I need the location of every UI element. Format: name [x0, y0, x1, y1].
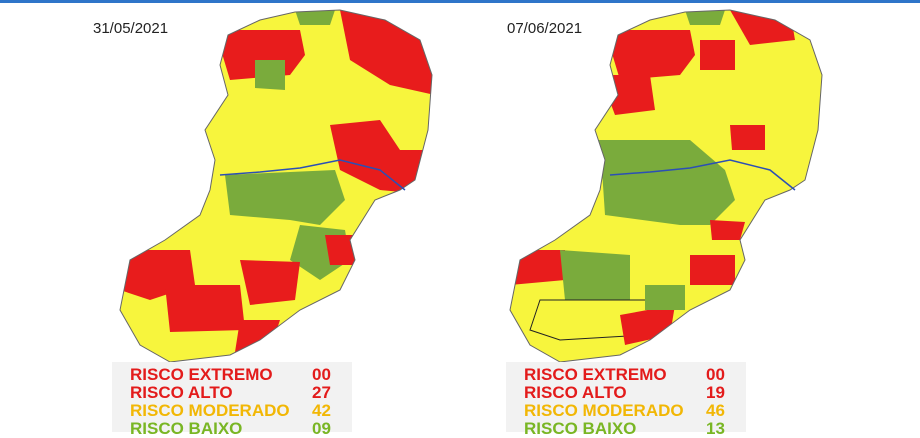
date: 07/06/2021 [507, 20, 583, 37]
map-left [119, 9, 433, 362]
risk-label: RISCO MODERADO [524, 401, 684, 420]
top-bar [0, 0, 920, 3]
risk-label: RISCO BAIXO [130, 419, 243, 438]
risk-row: RISCO MODERADO 46 [524, 402, 734, 420]
maps [119, 9, 823, 362]
date: 31/05/2021 [93, 20, 169, 37]
risk-row: RISCO BAIXO 13 [524, 420, 734, 438]
risk-label: RISCO ALTO [130, 383, 233, 402]
risk-count: 27 [312, 383, 331, 402]
risk-row: RISCO ALTO 27 [130, 384, 340, 402]
risk-row: RISCO ALTO 19 [524, 384, 734, 402]
risk-label: RISCO ALTO [524, 383, 627, 402]
map-right [509, 9, 823, 362]
risk-count: 42 [312, 401, 331, 420]
risk-row: RISCO BAIXO 09 [130, 420, 340, 438]
risk-count: 09 [312, 419, 331, 438]
risk-count: 13 [706, 419, 725, 438]
risk-count: 46 [706, 401, 725, 420]
risk-label: RISCO BAIXO [524, 419, 637, 438]
risk-row: RISCO EXTREMO 00 [524, 366, 734, 384]
risk-count: 00 [706, 365, 725, 384]
risk-row: RISCO EXTREMO 00 [130, 366, 340, 384]
risk-count: 19 [706, 383, 725, 402]
risk-summary: RISCO EXTREMO 00 RISCO ALTO 19 RISCO MODERAD… [506, 362, 746, 438]
risk-summary: RISCO EXTREMO 00 RISCO ALTO 27 RISCO MODERAD… [112, 362, 352, 438]
risk-label: RISCO EXTREMO [130, 365, 273, 384]
risk-count: 00 [312, 365, 331, 384]
risk-label: RISCO MODERADO [130, 401, 290, 420]
risk-row: RISCO MODERADO 42 [130, 402, 340, 420]
risk-label: RISCO EXTREMO [524, 365, 667, 384]
